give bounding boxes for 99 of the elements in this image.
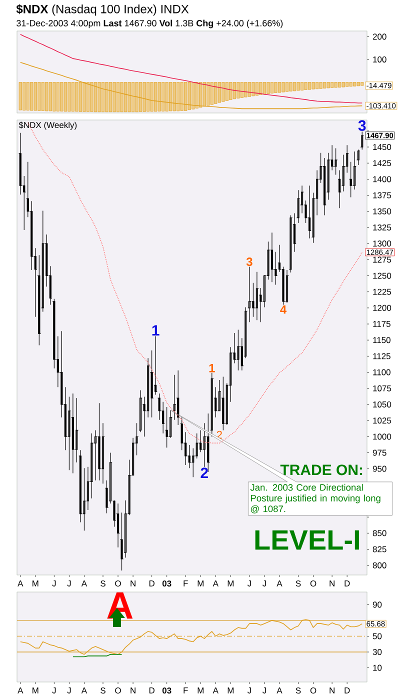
x-tick-label: M [32, 688, 38, 694]
x-tick-label: A [276, 580, 282, 586]
x-tick-label: J [67, 580, 71, 586]
x-tick-label: S [100, 688, 106, 694]
x-tick-label: D [149, 580, 154, 586]
y-tick-label: 1250 [373, 272, 392, 279]
annotation: 3 [246, 258, 252, 266]
y-tick-label: 1025 [373, 418, 392, 424]
y-tick-label: 1000 [373, 434, 392, 440]
y-tick-label: 1175 [373, 321, 390, 327]
x-tick-label: A [81, 688, 88, 694]
x-tick-label: F [184, 688, 188, 694]
y-tick-label: 50 [372, 633, 382, 640]
annotation: 4 [280, 305, 287, 314]
candlestick [71, 393, 75, 474]
x-tick-label: N [130, 580, 136, 586]
y-tick-label: 1300 [373, 240, 392, 247]
y-tick-label: 100 [373, 56, 386, 62]
x-tick-label: O [115, 688, 121, 694]
y-tick-label: 30 [372, 648, 382, 656]
y-tick-label: 90 [372, 602, 382, 608]
x-tick-label: S [100, 580, 106, 587]
y-tick-label: 1400 [373, 176, 392, 182]
y-tick-label: 1450 [373, 144, 392, 150]
y-tick-label: 825 [372, 546, 386, 552]
y-tick-label: 1325 [373, 224, 392, 230]
x-tick-label: O [310, 688, 316, 694]
annotation: 3 [358, 120, 366, 131]
x-tick-label: J [247, 580, 251, 586]
annotation: Jan. 2003 Core Directional Posture justified in moving long @ 1087. [250, 484, 380, 514]
x-tick-label: N [330, 580, 334, 586]
x-tick-label: M [228, 580, 234, 586]
x-tick-label: J [247, 688, 251, 694]
x-tick-label: D [344, 580, 350, 586]
annotation: 1 [152, 325, 160, 336]
y-tick-label: 1425 [373, 160, 392, 166]
x-tick-label: N [330, 688, 334, 694]
annotation: LEVEL-I [255, 530, 359, 550]
annotation: TRADE ON: [280, 464, 362, 476]
chart-title: $NDX (Nasdaq 100 Index) INDX [16, 4, 189, 16]
y-tick-label: 1075 [373, 385, 392, 392]
x-tick-label: J [52, 688, 56, 694]
x-tick-label: N [130, 688, 136, 694]
candlestick [308, 185, 312, 239]
candlestick [221, 376, 226, 430]
candlestick [206, 413, 210, 472]
annotation: 2 [200, 468, 208, 478]
y-tick-label: 1200 [373, 304, 392, 311]
x-tick-label: D [149, 688, 154, 694]
y-tick-label: 1275 [373, 256, 392, 263]
x-tick-label: A [81, 580, 88, 586]
y-tick-label: 1375 [373, 192, 392, 198]
x-tick-label: 03 [162, 688, 172, 694]
x-tick-label: O [310, 580, 316, 587]
candlestick [288, 214, 293, 273]
candlestick [356, 149, 360, 166]
y-tick-label: 800 [372, 562, 386, 568]
candlestick [138, 390, 142, 432]
x-tick-label: S [296, 688, 301, 694]
candlestick [270, 232, 274, 282]
y-tick-label: 1225 [373, 288, 392, 295]
x-tick-label: S [296, 580, 301, 587]
annotation: 1 [209, 364, 215, 372]
x-tick-label: A [18, 580, 24, 586]
x-tick-label: O [115, 580, 121, 587]
x-tick-label: M [32, 580, 38, 586]
x-tick-label: J [262, 688, 266, 694]
chart-subtitle: 31-Dec-2003 4:00pm Last 1467.90 Vol 1.3B Chg +24.00 (+1.66%) [16, 20, 283, 28]
x-tick-label: M [198, 580, 204, 586]
x-tick-label: J [262, 580, 266, 586]
candlestick [176, 370, 180, 426]
y-tick-label: 950 [372, 466, 386, 472]
x-tick-label: A [212, 688, 218, 694]
x-tick-label: A [212, 580, 218, 586]
candlestick [255, 272, 259, 320]
candlestick [285, 270, 289, 304]
y-tick-label: 1100 [373, 369, 390, 376]
y-tick-label: 975 [372, 450, 386, 456]
x-tick-label: J [67, 688, 71, 694]
candlestick [236, 329, 240, 371]
candlestick [164, 406, 169, 448]
y-tick-label: 1125 [373, 353, 390, 360]
x-tick-label: M [198, 688, 204, 694]
x-tick-label: A [276, 688, 282, 694]
y-tick-label: 10 [373, 664, 382, 671]
x-tick-label: J [52, 580, 56, 586]
x-tick-label: 03 [162, 580, 172, 587]
y-tick-label: 850 [372, 530, 386, 536]
y-tick-label: 1350 [373, 208, 392, 214]
x-tick-label: F [184, 580, 188, 586]
y-tick-label: 200 [372, 34, 386, 40]
y-tick-label: 1050 [373, 401, 392, 408]
x-tick-label: D [344, 688, 350, 694]
x-tick-label: A [18, 688, 24, 694]
annotation: $NDX (Weekly) [18, 122, 77, 130]
candlestick [97, 402, 102, 481]
candlestick [334, 148, 338, 175]
x-tick-label: M [228, 688, 234, 694]
y-tick-label: 1150 [373, 337, 390, 344]
